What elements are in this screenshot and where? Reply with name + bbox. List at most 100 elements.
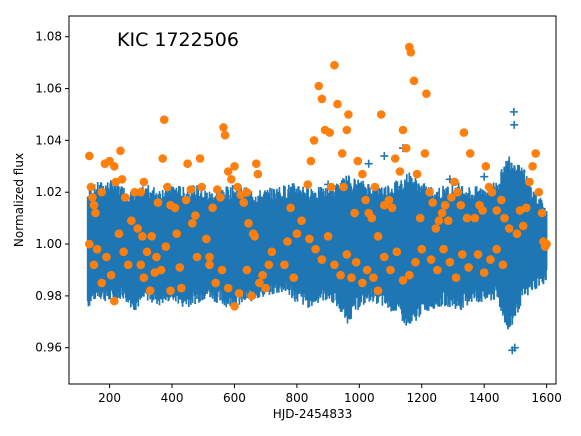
flare-point (445, 257, 455, 267)
flare-point (450, 177, 459, 187)
y-axis-label: Normalized flux (12, 153, 26, 247)
flare-point (110, 162, 119, 171)
flare-point (325, 128, 335, 137)
flare-point (264, 260, 274, 270)
flare-point (138, 232, 147, 241)
observation-point (380, 151, 389, 160)
flare-point (133, 224, 142, 233)
flare-point (504, 224, 514, 233)
observation-point (108, 185, 117, 194)
flare-point (392, 247, 402, 257)
flare-point (462, 213, 472, 223)
flare-point (478, 206, 487, 215)
flare-point (177, 283, 186, 293)
x-tick-label: 1600 (531, 391, 562, 405)
x-axis-label: HJD-2454833 (273, 407, 353, 421)
y-tick-label: 1.06 (35, 82, 62, 96)
flare-point (247, 291, 256, 301)
flare-point (417, 244, 427, 254)
flare-point (147, 232, 156, 241)
chart-title: KIC 1722506 (117, 29, 239, 51)
x-tick-label: 1200 (406, 391, 437, 405)
flare-point (186, 185, 196, 194)
flare-point (120, 193, 130, 202)
flare-point (227, 175, 236, 184)
flare-point (486, 255, 495, 264)
flare-point (311, 244, 320, 254)
flare-point (158, 154, 167, 163)
flare-point (97, 278, 107, 288)
y-tick-label: 0.96 (35, 341, 62, 355)
flare-point (386, 265, 395, 275)
flare-point (303, 180, 313, 189)
flare-point (139, 177, 149, 187)
flare-point (242, 265, 252, 275)
observation-point (509, 107, 518, 116)
flare-point (230, 162, 239, 171)
flare-point (145, 286, 155, 296)
flare-point (297, 216, 306, 225)
flare-point (380, 252, 389, 262)
flare-point (497, 195, 506, 205)
flare-point (127, 216, 136, 225)
flare-point (370, 182, 380, 192)
flare-point (92, 244, 102, 254)
flare-point (136, 260, 146, 270)
flare-point (373, 286, 383, 296)
flare-point (197, 182, 206, 192)
flare-point (439, 244, 448, 254)
flare-point (230, 302, 239, 311)
flare-point (361, 195, 370, 205)
flare-point (351, 257, 361, 267)
y-axis: 0.96 0.98 1.00 1.02 1.04 1.06 1.08 (35, 30, 69, 355)
flare-point (434, 216, 444, 225)
flare-point (358, 169, 367, 179)
flare-point (258, 270, 267, 280)
flare-point (534, 187, 544, 197)
flare-point (492, 244, 502, 254)
flare-point (317, 255, 327, 264)
flare-point (170, 203, 180, 213)
flare-point (267, 247, 277, 257)
flare-point (428, 198, 438, 207)
flare-point (244, 219, 253, 228)
flare-point (305, 234, 314, 244)
flare-point (384, 195, 394, 205)
flare-point (398, 276, 408, 285)
flare-point (102, 252, 111, 262)
flare-point (437, 208, 447, 218)
x-tick-label: 800 (285, 391, 308, 405)
flare-point (426, 255, 436, 264)
flare-point (512, 229, 522, 238)
flare-point (406, 48, 416, 57)
flare-point (195, 154, 205, 163)
flare-point (330, 60, 339, 70)
flare-point (163, 182, 172, 192)
flare-point (85, 151, 94, 161)
flare-point (447, 193, 456, 202)
flare-point (411, 257, 420, 267)
flare-point (172, 229, 181, 238)
flare-point (336, 270, 345, 280)
flare-point (85, 239, 94, 249)
flare-point (114, 229, 124, 238)
flare-point (465, 149, 475, 158)
flare-point (358, 278, 367, 288)
flare-point (211, 278, 220, 288)
flare-point (216, 193, 225, 202)
flare-point (433, 265, 442, 275)
flare-point (117, 175, 127, 184)
flare-point (333, 99, 342, 109)
flare-point (420, 149, 430, 158)
flare-point (309, 136, 319, 145)
flare-point (280, 260, 289, 270)
flare-point (110, 296, 119, 306)
x-tick-label: 600 (223, 391, 246, 405)
flare-point (487, 187, 497, 197)
flare-point (223, 167, 233, 176)
flare-point (344, 110, 353, 119)
y-tick-label: 1.08 (35, 30, 62, 44)
flare-point (453, 187, 463, 197)
flare-point (139, 273, 149, 283)
flare-point (347, 273, 356, 283)
